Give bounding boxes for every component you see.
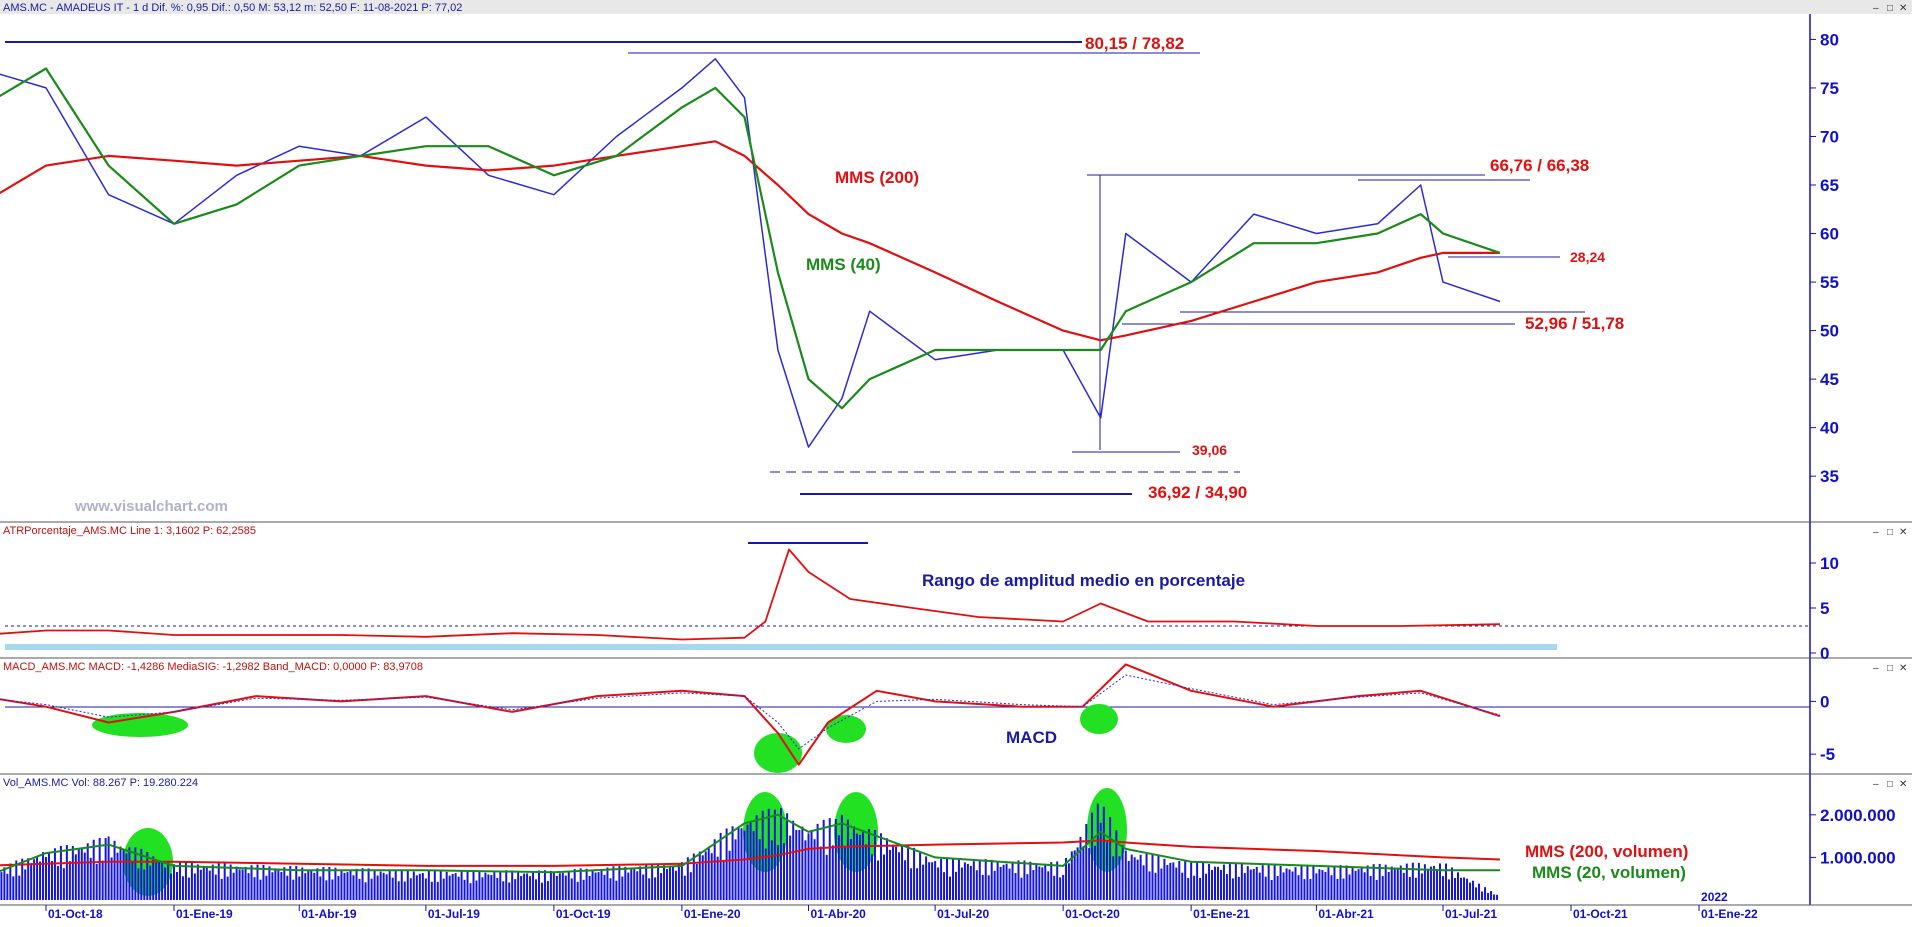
x-tick-label: 01-Ene-20 [684, 907, 741, 921]
atr-y-tick-label: 5 [1820, 599, 1829, 618]
volume-series-mms-20-volumen-line [0, 813, 1500, 874]
atr-baseline-band [5, 644, 1557, 650]
label-resistance-top: 80,15 / 78,82 [1085, 34, 1184, 53]
price-series-mms-40-line [0, 67, 1501, 410]
x-tick-label: 01-Abr-20 [811, 907, 867, 921]
label-mms200: MMS (200) [835, 168, 919, 187]
x-tick-label: 01-Jul-21 [1445, 907, 1497, 921]
macd-highlight-1 [92, 713, 188, 737]
atr-series-main-line [0, 548, 1501, 641]
minimize-icon[interactable]: – [1873, 3, 1879, 14]
price-annotations: 80,15 / 78,82 66,76 / 66,38 28,24 52,96 … [5, 34, 1624, 502]
volume-legend-mms200: MMS (200, volumen) [1525, 842, 1688, 861]
price-y-tick-label: 45 [1820, 370, 1839, 389]
volume-series-mms-200-volumen-line [0, 839, 1501, 867]
x-tick-label: 01-Jul-20 [937, 907, 989, 921]
macd-y-tick-label: 0 [1820, 692, 1829, 711]
label-low-b: 36,92 / 34,90 [1148, 483, 1247, 502]
atr-y-tick-label: 10 [1820, 554, 1839, 573]
volume-y-tick-label: 1.000.000 [1820, 848, 1896, 867]
price-y-tick-label: 55 [1820, 273, 1839, 292]
price-y-tick-label: 50 [1820, 322, 1839, 341]
maximize-icon[interactable]: □ [1887, 3, 1893, 14]
price-y-tick-label: 65 [1820, 176, 1839, 195]
minimize-icon[interactable]: – [1873, 779, 1879, 790]
label-support-recent: 52,96 / 51,78 [1525, 314, 1624, 333]
price-y-tick-label: 40 [1820, 419, 1839, 438]
close-icon[interactable]: ✕ [1899, 3, 1907, 14]
price-panel-controls[interactable]: – □ ✕ [1873, 3, 1907, 14]
atr-caption: Rango de amplitud medio en porcentaje [922, 571, 1245, 590]
x-tick-label: 01-Ene-22 [1701, 907, 1758, 921]
price-series-mms-200-line [0, 140, 1500, 342]
volume-y-tick-label: 2.000.000 [1820, 806, 1896, 825]
minimize-icon[interactable]: – [1873, 527, 1879, 538]
macd-highlight-3 [826, 715, 866, 743]
x-tick-label: 01-Oct-21 [1573, 907, 1628, 921]
price-y-tick-label: 75 [1820, 79, 1839, 98]
price-y-tick-label: 70 [1820, 127, 1839, 146]
volume-panel-header: Vol_AMS.MC Vol: 88.267 P: 19.280.224 [3, 777, 198, 789]
axis-layer: 8075706560555045403510500-52.000.0001.00… [45, 30, 1896, 921]
watermark: www.visualchart.com [74, 498, 228, 515]
x-tick-label: 01-Abr-19 [301, 907, 357, 921]
x-tick-label: 01-Oct-20 [1065, 907, 1120, 921]
price-y-tick-label: 60 [1820, 225, 1839, 244]
price-y-tick-label: 35 [1820, 467, 1839, 486]
plot-layer [0, 58, 1501, 900]
x-tick-label: 01-Ene-21 [1193, 907, 1250, 921]
x-year-marker: 2022 [1701, 890, 1728, 904]
macd-panel-controls[interactable]: – □ ✕ [1873, 663, 1907, 674]
label-gap: 28,24 [1570, 249, 1605, 265]
price-y-tick-label: 80 [1820, 30, 1839, 49]
title-bar [0, 0, 1912, 14]
close-icon[interactable]: ✕ [1899, 779, 1907, 790]
x-tick-label: 01-Oct-18 [48, 907, 103, 921]
x-tick-label: 01-Oct-19 [556, 907, 611, 921]
atr-y-tick-label: 0 [1820, 644, 1829, 663]
macd-caption: MACD [1006, 728, 1057, 747]
label-resistance-mid: 66,76 / 66,38 [1490, 156, 1589, 175]
x-tick-label: 01-Ene-19 [176, 907, 233, 921]
macd-series-macd-line [0, 663, 1501, 766]
close-icon[interactable]: ✕ [1899, 663, 1907, 674]
minimize-icon[interactable]: – [1873, 663, 1879, 674]
macd-highlight-4 [1080, 704, 1118, 734]
x-tick-label: 01-Jul-19 [428, 907, 480, 921]
maximize-icon[interactable]: □ [1887, 527, 1893, 538]
label-low-a: 39,06 [1192, 442, 1227, 458]
chart-title: AMS.MC - AMADEUS IT - 1 d Dif. %: 0,95 D… [3, 2, 462, 14]
maximize-icon[interactable]: □ [1887, 779, 1893, 790]
atr-panel-header: ATRPorcentaje_AMS.MC Line 1: 3,1602 P: 6… [3, 525, 256, 537]
price-series-main-line [0, 58, 1501, 448]
volume-legend-mms20: MMS (20, volumen) [1532, 863, 1686, 882]
x-tick-label: 01-Abr-21 [1318, 907, 1374, 921]
macd-series-mediasig-line [0, 674, 1501, 750]
maximize-icon[interactable]: □ [1887, 663, 1893, 674]
label-mms40: MMS (40) [806, 255, 881, 274]
volume-panel-controls[interactable]: – □ ✕ [1873, 779, 1907, 790]
macd-highlight-2 [754, 733, 802, 773]
close-icon[interactable]: ✕ [1899, 527, 1907, 538]
atr-panel-controls[interactable]: – □ ✕ [1873, 527, 1907, 538]
macd-panel-header: MACD_AMS.MC MACD: -1,4286 MediaSIG: -1,2… [3, 661, 423, 673]
macd-y-tick-label: -5 [1820, 745, 1835, 764]
